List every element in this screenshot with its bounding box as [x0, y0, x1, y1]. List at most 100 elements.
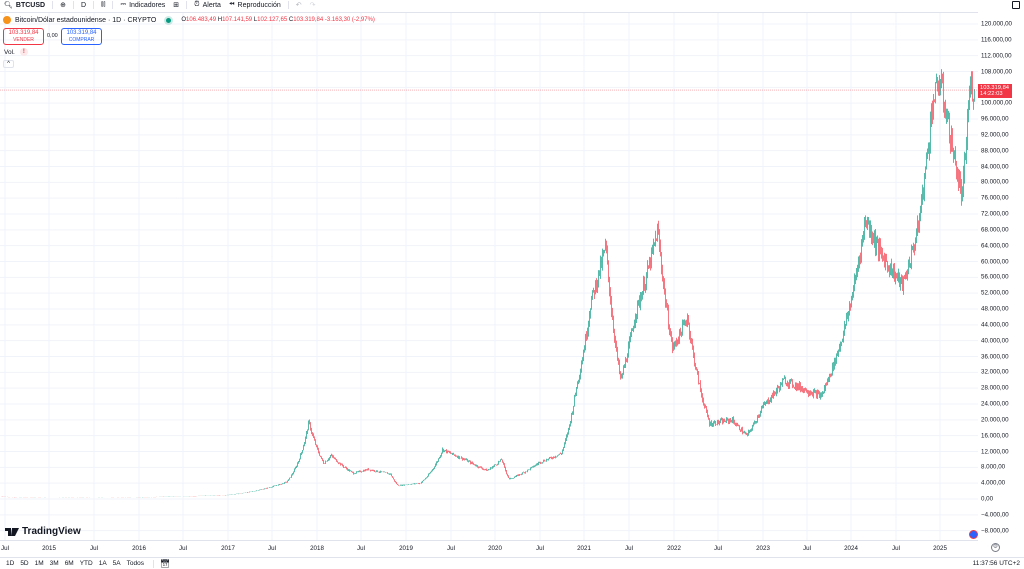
x-tick-label: Jul: [1, 545, 9, 552]
open-key: O: [181, 17, 187, 23]
warning-icon[interactable]: !: [19, 48, 28, 56]
range-button-1m[interactable]: 1M: [34, 560, 44, 567]
x-tick-label: 2019: [399, 545, 413, 552]
y-tick-label: 108.000,00: [981, 68, 1012, 75]
calendar-icon[interactable]: 📅︎: [159, 559, 171, 568]
indicators-button[interactable]: ⎓ Indicadores: [116, 0, 169, 10]
divider: [93, 1, 94, 9]
y-tick-label: 16.000,00: [981, 432, 1009, 440]
y-tick-label: 68.000,00: [981, 226, 1009, 234]
range-button-ytd[interactable]: YTD: [79, 560, 93, 567]
y-tick-label: 52.000,00: [981, 289, 1009, 297]
fullscreen-button[interactable]: [1008, 0, 1024, 10]
x-tick-label: 2021: [577, 545, 591, 552]
x-tick-label: Jul: [803, 545, 811, 552]
y-tick-label: 40.000,00: [981, 337, 1009, 345]
divider: [287, 1, 289, 9]
redo-button[interactable]: ↷: [306, 0, 320, 10]
range-button-5d[interactable]: 5D: [20, 560, 29, 567]
y-tick-label: 0,00: [981, 495, 994, 503]
range-button-1d[interactable]: 1D: [6, 560, 15, 567]
x-tick-label: Jul: [892, 545, 900, 552]
volume-legend[interactable]: Vol. !: [4, 48, 28, 56]
alert-label: Alerta: [202, 1, 221, 9]
y-tick-label: −8.000,00: [981, 527, 1009, 535]
brand-name: TradingView: [22, 526, 81, 537]
y-tick-label: 96.000,00: [981, 115, 1009, 123]
tradingview-logo[interactable]: TradingView: [5, 526, 81, 537]
divider: [112, 1, 114, 9]
bitcoin-icon: [3, 16, 11, 24]
range-button-5a[interactable]: 5A: [112, 560, 121, 567]
sell-button[interactable]: 103.319,84 VENDER: [3, 28, 44, 45]
y-tick-label: 36.000,00: [981, 353, 1009, 360]
collapse-legend-button[interactable]: ^: [3, 60, 14, 68]
y-tick-label: 48.000,00: [981, 305, 1009, 313]
x-tick-label: Jul: [714, 545, 722, 552]
y-tick-label: 28.000,00: [981, 384, 1009, 392]
sell-label: VENDER: [13, 37, 34, 43]
ohlc-values: O106.483,49 H107.141,59 L102.127,65 C103…: [181, 17, 375, 23]
range-button-todos[interactable]: Todos: [126, 560, 144, 567]
market-open-status-icon: [166, 17, 172, 23]
range-button-6m[interactable]: 6M: [64, 560, 74, 567]
buy-label: COMPRAR: [68, 37, 95, 43]
interval-button[interactable]: D: [77, 0, 90, 10]
y-tick-label: 112.000,00: [981, 52, 1012, 60]
compare-button[interactable]: ⊕: [56, 0, 70, 10]
templates-button[interactable]: ⊞: [169, 0, 183, 10]
x-tick-label: 2017: [221, 545, 235, 552]
search-icon: 🔍︎: [4, 2, 13, 9]
symbol-search[interactable]: 🔍︎ BTCUSD: [0, 0, 49, 10]
range-button-3m[interactable]: 3M: [49, 560, 59, 567]
buy-button[interactable]: 103.319,84 COMPRAR: [61, 28, 102, 45]
replay-button[interactable]: ⏪︎ Reproducción: [225, 0, 285, 10]
sell-price: 103.319,84: [8, 30, 39, 36]
chevron-up-icon: ^: [7, 61, 10, 67]
y-tick-label: 84.000,00: [981, 163, 1009, 170]
broker-icon[interactable]: [969, 530, 978, 539]
y-tick-label: 116.000,00: [981, 36, 1012, 44]
timezone-label[interactable]: 11:37:56 UTC+2: [972, 560, 1020, 567]
y-tick-label: 88.000,00: [981, 147, 1009, 155]
x-tick-label: 2015: [42, 545, 56, 552]
symbol-title[interactable]: Bitcoin/Dólar estadounidense · 1D · CRYP…: [15, 16, 157, 24]
y-tick-label: 4.000,00: [981, 479, 1006, 487]
x-tick-label: Jul: [536, 545, 544, 552]
replay-label: Reproducción: [237, 1, 281, 9]
divider: [186, 1, 188, 9]
buy-price: 103.319,84: [66, 30, 97, 36]
low-key: L: [253, 17, 258, 23]
grid-icon: ⊞: [173, 2, 180, 9]
date-range-buttons: 1D 5D 1M 3M 6M YTD 1A 5A Todos: [0, 560, 147, 567]
range-button-1a[interactable]: 1A: [98, 560, 107, 567]
y-tick-label: 76.000,00: [981, 194, 1009, 202]
low-value: 102.127,65: [257, 17, 288, 23]
interval-label: D: [80, 1, 86, 9]
rewind-icon: ⏪︎: [228, 1, 235, 8]
chart-pane[interactable]: [0, 12, 978, 540]
time-axis[interactable]: Jul 2015 Jul 2016 Jul 2017 Jul 2018 Jul 2019 Jul 20…: [0, 540, 978, 556]
x-tick-label: 2024: [844, 545, 858, 552]
undo-button[interactable]: ↶: [292, 0, 306, 10]
chart-type-button[interactable]: ⫾⫾: [97, 0, 109, 10]
x-tick-label: 2020: [488, 545, 502, 552]
settings-gear-icon[interactable]: ⚙: [991, 543, 1000, 552]
y-tick-label: 32.000,00: [981, 368, 1009, 376]
y-tick-label: 60.000,00: [981, 258, 1009, 265]
tv-logo-icon: [5, 527, 19, 536]
x-tick-label: 2022: [667, 545, 681, 552]
open-value: 106.483,49: [186, 17, 217, 23]
y-tick-label: −4.000,00: [981, 511, 1009, 519]
x-tick-label: Jul: [268, 545, 276, 552]
bar-countdown: 14:22:03: [980, 91, 1003, 98]
volume-label: Vol.: [4, 48, 15, 56]
indicators-label: Indicadores: [129, 1, 166, 9]
alert-button[interactable]: ⏰︎ Alerta: [190, 0, 225, 10]
x-tick-label: 2016: [132, 545, 146, 552]
last-price: 103.319,84: [980, 84, 1010, 91]
y-tick-label: 8.000,00: [981, 463, 1006, 471]
close-value: 103.319,84: [293, 17, 324, 23]
alarm-clock-icon: ⏰︎: [194, 1, 200, 8]
